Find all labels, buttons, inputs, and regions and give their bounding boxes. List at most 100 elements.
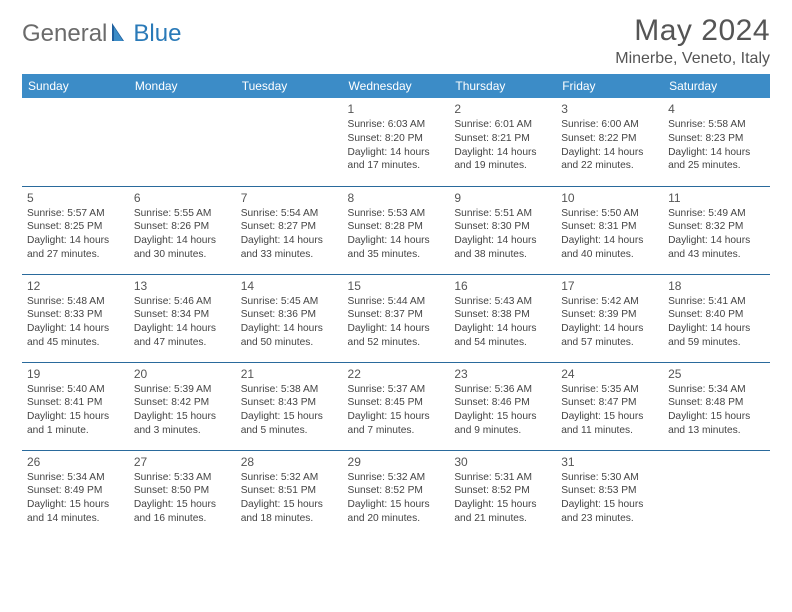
day-number: 7 <box>241 191 338 205</box>
calendar-day-cell: 3 Sunrise: 6:00 AMSunset: 8:22 PMDaylight… <box>556 98 663 186</box>
day-info: Sunrise: 5:34 AMSunset: 8:48 PMDaylight:… <box>668 383 765 438</box>
day-number: 4 <box>668 102 765 116</box>
logo-text-general: General <box>22 20 107 48</box>
day-info: Sunrise: 6:01 AMSunset: 8:21 PMDaylight:… <box>454 118 551 173</box>
day-number: 23 <box>454 367 551 381</box>
calendar-day-cell: 30Sunrise: 5:31 AMSunset: 8:52 PMDayligh… <box>449 450 556 538</box>
day-info: Sunrise: 5:51 AMSunset: 8:30 PMDaylight:… <box>454 207 551 262</box>
day-number: 17 <box>561 279 658 293</box>
month-title: May 2024 <box>615 14 770 48</box>
day-number: 12 <box>27 279 124 293</box>
day-info: Sunrise: 5:41 AMSunset: 8:40 PMDaylight:… <box>668 295 765 350</box>
calendar-table: SundayMondayTuesdayWednesdayThursdayFrid… <box>22 74 770 538</box>
weekday-header: Monday <box>129 74 236 98</box>
calendar-day-cell: 31 Sunrise: 5:30 AMSunset: 8:53 PMDayligh… <box>556 450 663 538</box>
calendar-day-cell: 13Sunrise: 5:46 AMSunset: 8:34 PMDayligh… <box>129 274 236 362</box>
day-info: Sunrise: 5:48 AMSunset: 8:33 PMDaylight:… <box>27 295 124 350</box>
day-info: Sunrise: 5:38 AMSunset: 8:43 PMDaylight:… <box>241 383 338 438</box>
day-info: Sunrise: 5:30 AMSunset: 8:53 PMDaylight:… <box>561 471 658 526</box>
day-info: Sunrise: 6:03 AMSunset: 8:20 PMDaylight:… <box>348 118 445 173</box>
weekday-header: Friday <box>556 74 663 98</box>
header: General Blue May 2024 Minerbe, Veneto, I… <box>22 14 770 68</box>
calendar-day-cell: 26 Sunrise: 5:34 AMSunset: 8:49 PMDayligh… <box>22 450 129 538</box>
day-number: 20 <box>134 367 231 381</box>
calendar-day-cell: 17Sunrise: 5:42 AMSunset: 8:39 PMDayligh… <box>556 274 663 362</box>
day-info: Sunrise: 5:45 AMSunset: 8:36 PMDaylight:… <box>241 295 338 350</box>
logo-text-blue: Blue <box>133 20 181 48</box>
day-number: 21 <box>241 367 338 381</box>
calendar-head: SundayMondayTuesdayWednesdayThursdayFrid… <box>22 74 770 98</box>
day-info: Sunrise: 5:39 AMSunset: 8:42 PMDaylight:… <box>134 383 231 438</box>
calendar-body: 1 Sunrise: 6:03 AMSunset: 8:20 PMDaylight… <box>22 98 770 538</box>
calendar-day-cell: 14Sunrise: 5:45 AMSunset: 8:36 PMDayligh… <box>236 274 343 362</box>
location-label: Minerbe, Veneto, Italy <box>615 50 770 68</box>
day-number: 5 <box>27 191 124 205</box>
calendar-day-cell: 23 Sunrise: 5:36 AMSunset: 8:46 PMDayligh… <box>449 362 556 450</box>
day-info: Sunrise: 5:54 AMSunset: 8:27 PMDaylight:… <box>241 207 338 262</box>
calendar-day-cell: 1 Sunrise: 6:03 AMSunset: 8:20 PMDaylight… <box>343 98 450 186</box>
calendar-empty-cell <box>22 98 129 186</box>
calendar-day-cell: 4 Sunrise: 5:58 AMSunset: 8:23 PMDaylight… <box>663 98 770 186</box>
calendar-day-cell: 9 Sunrise: 5:51 AMSunset: 8:30 PMDaylight… <box>449 186 556 274</box>
calendar-day-cell: 29Sunrise: 5:32 AMSunset: 8:52 PMDayligh… <box>343 450 450 538</box>
day-info: Sunrise: 5:40 AMSunset: 8:41 PMDaylight:… <box>27 383 124 438</box>
day-info: Sunrise: 5:31 AMSunset: 8:52 PMDaylight:… <box>454 471 551 526</box>
title-block: May 2024 Minerbe, Veneto, Italy <box>615 14 770 68</box>
day-number: 6 <box>134 191 231 205</box>
day-info: Sunrise: 5:46 AMSunset: 8:34 PMDaylight:… <box>134 295 231 350</box>
day-info: Sunrise: 5:34 AMSunset: 8:49 PMDaylight:… <box>27 471 124 526</box>
calendar-empty-cell <box>236 98 343 186</box>
day-info: Sunrise: 5:37 AMSunset: 8:45 PMDaylight:… <box>348 383 445 438</box>
weekday-header: Saturday <box>663 74 770 98</box>
calendar-day-cell: 12 Sunrise: 5:48 AMSunset: 8:33 PMDayligh… <box>22 274 129 362</box>
calendar-empty-cell <box>129 98 236 186</box>
day-number: 25 <box>668 367 765 381</box>
day-number: 1 <box>348 102 445 116</box>
logo: General Blue <box>22 20 181 48</box>
day-info: Sunrise: 5:33 AMSunset: 8:50 PMDaylight:… <box>134 471 231 526</box>
day-number: 31 <box>561 455 658 469</box>
day-number: 18 <box>668 279 765 293</box>
day-info: Sunrise: 5:36 AMSunset: 8:46 PMDaylight:… <box>454 383 551 438</box>
day-info: Sunrise: 5:43 AMSunset: 8:38 PMDaylight:… <box>454 295 551 350</box>
day-number: 27 <box>134 455 231 469</box>
day-number: 28 <box>241 455 338 469</box>
day-number: 16 <box>454 279 551 293</box>
day-info: Sunrise: 5:32 AMSunset: 8:52 PMDaylight:… <box>348 471 445 526</box>
calendar-day-cell: 6 Sunrise: 5:55 AMSunset: 8:26 PMDaylight… <box>129 186 236 274</box>
logo-sail-icon <box>110 21 130 48</box>
calendar-day-cell: 19Sunrise: 5:40 AMSunset: 8:41 PMDayligh… <box>22 362 129 450</box>
day-info: Sunrise: 5:35 AMSunset: 8:47 PMDaylight:… <box>561 383 658 438</box>
day-info: Sunrise: 5:58 AMSunset: 8:23 PMDaylight:… <box>668 118 765 173</box>
day-info: Sunrise: 5:32 AMSunset: 8:51 PMDaylight:… <box>241 471 338 526</box>
calendar-day-cell: 5Sunrise: 5:57 AMSunset: 8:25 PMDaylight… <box>22 186 129 274</box>
day-info: Sunrise: 5:53 AMSunset: 8:28 PMDaylight:… <box>348 207 445 262</box>
day-number: 22 <box>348 367 445 381</box>
calendar-day-cell: 11 Sunrise: 5:49 AMSunset: 8:32 PMDayligh… <box>663 186 770 274</box>
day-info: Sunrise: 5:55 AMSunset: 8:26 PMDaylight:… <box>134 207 231 262</box>
day-number: 15 <box>348 279 445 293</box>
calendar-day-cell: 2 Sunrise: 6:01 AMSunset: 8:21 PMDaylight… <box>449 98 556 186</box>
calendar-day-cell: 10 Sunrise: 5:50 AMSunset: 8:31 PMDayligh… <box>556 186 663 274</box>
day-number: 10 <box>561 191 658 205</box>
day-number: 9 <box>454 191 551 205</box>
day-info: Sunrise: 5:49 AMSunset: 8:32 PMDaylight:… <box>668 207 765 262</box>
calendar-empty-cell <box>663 450 770 538</box>
calendar-day-cell: 7 Sunrise: 5:54 AMSunset: 8:27 PMDaylight… <box>236 186 343 274</box>
calendar-day-cell: 18 Sunrise: 5:41 AMSunset: 8:40 PMDayligh… <box>663 274 770 362</box>
calendar-day-cell: 15 Sunrise: 5:44 AMSunset: 8:37 PMDayligh… <box>343 274 450 362</box>
day-number: 2 <box>454 102 551 116</box>
weekday-header: Sunday <box>22 74 129 98</box>
day-info: Sunrise: 5:44 AMSunset: 8:37 PMDaylight:… <box>348 295 445 350</box>
calendar-day-cell: 21 Sunrise: 5:38 AMSunset: 8:43 PMDayligh… <box>236 362 343 450</box>
day-info: Sunrise: 6:00 AMSunset: 8:22 PMDaylight:… <box>561 118 658 173</box>
day-number: 8 <box>348 191 445 205</box>
weekday-header: Tuesday <box>236 74 343 98</box>
day-number: 26 <box>27 455 124 469</box>
day-number: 24 <box>561 367 658 381</box>
day-number: 3 <box>561 102 658 116</box>
calendar-day-cell: 16 Sunrise: 5:43 AMSunset: 8:38 PMDayligh… <box>449 274 556 362</box>
day-number: 11 <box>668 191 765 205</box>
day-info: Sunrise: 5:50 AMSunset: 8:31 PMDaylight:… <box>561 207 658 262</box>
calendar-day-cell: 25 Sunrise: 5:34 AMSunset: 8:48 PMDayligh… <box>663 362 770 450</box>
